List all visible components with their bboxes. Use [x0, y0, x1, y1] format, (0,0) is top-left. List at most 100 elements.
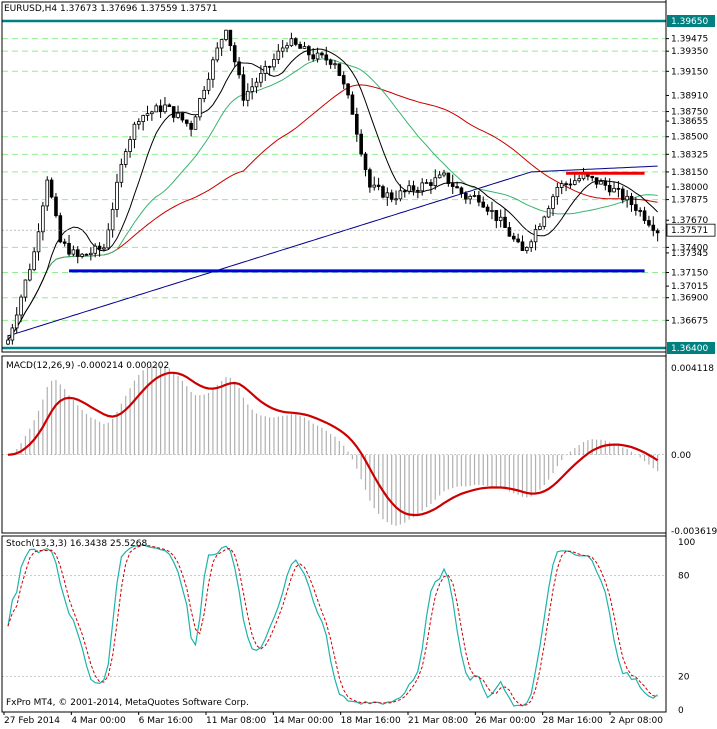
candle-body: [433, 177, 438, 186]
candle-body: [402, 190, 407, 193]
macd-scale-label: 0.004118: [671, 364, 714, 374]
macd-panel[interactable]: [2, 364, 666, 526]
candle-body: [581, 173, 586, 180]
candle-body: [293, 38, 298, 45]
candle-body: [289, 38, 294, 47]
candle-body: [350, 94, 355, 115]
panel-frame: [1, 535, 667, 713]
price-tick-label: 1.37015: [671, 282, 708, 292]
candle-body: [529, 241, 533, 248]
close-value: 1.37571: [180, 4, 218, 14]
candle-body: [320, 52, 324, 56]
time-tick-label: 2 Apr 08:00: [610, 716, 663, 726]
candle-body: [520, 241, 525, 251]
candle-body: [6, 339, 10, 345]
price-tick-label: 1.39150: [671, 67, 708, 77]
candle-body: [315, 52, 320, 60]
time-tick-label: 4 Mar 00:00: [71, 716, 126, 726]
candle-body: [285, 45, 289, 49]
candle-body: [215, 47, 220, 61]
candle-body: [494, 210, 499, 221]
candle-body: [324, 54, 329, 61]
candle-body: [407, 185, 411, 192]
candle-body: [398, 190, 403, 200]
candle-body: [468, 195, 472, 200]
candle-body: [71, 249, 76, 255]
candle-body: [67, 242, 71, 255]
candle-body: [542, 216, 547, 227]
candle-body: [41, 205, 45, 233]
candle-body: [346, 83, 350, 96]
candle-body: [555, 187, 560, 198]
candle-body: [237, 61, 241, 76]
candle-body: [607, 184, 612, 193]
candle-body: [27, 269, 32, 281]
candle-body: [337, 63, 342, 76]
price-tick-label: 1.39475: [671, 35, 708, 45]
candle-body: [525, 247, 529, 251]
candle-body: [424, 182, 429, 184]
candle-body: [359, 133, 363, 155]
candle-body: [97, 245, 102, 250]
candle-body: [163, 104, 167, 113]
candle-body: [612, 187, 616, 193]
candle-body: [219, 39, 224, 49]
stoch-scale-label: 80: [678, 572, 690, 582]
candle-body: [616, 187, 621, 190]
candle-body: [211, 59, 215, 80]
candle-body: [341, 75, 346, 85]
candle-body: [158, 105, 163, 113]
candle-body: [189, 123, 193, 130]
candle-body: [594, 177, 599, 185]
candle-body: [19, 296, 23, 316]
candle-body: [254, 81, 259, 88]
current-price-box: [666, 223, 716, 237]
candle-body: [132, 123, 137, 140]
price-tick-label: 1.39350: [671, 47, 708, 57]
time-tick-label: 14 Mar 00:00: [273, 716, 333, 726]
candle-body: [546, 208, 551, 218]
stochastic-panel[interactable]: [2, 543, 666, 707]
time-tick-label: 11 Mar 08:00: [206, 716, 266, 726]
candle-body: [49, 179, 54, 198]
candle-body: [620, 188, 625, 201]
candle-body: [634, 204, 638, 211]
candle-body: [573, 180, 577, 185]
candle-body: [411, 185, 416, 191]
candle-body: [363, 153, 368, 171]
price-tick-label: 1.38325: [671, 150, 708, 160]
candle-body: [54, 196, 58, 217]
candle-body: [603, 180, 608, 186]
price-tick-label: 1.38500: [671, 133, 708, 143]
candle-body: [115, 181, 119, 210]
candle-body: [642, 210, 647, 221]
candle-body: [141, 115, 145, 122]
candle-body: [263, 65, 268, 74]
candle-body: [381, 186, 385, 198]
candle-body: [429, 182, 433, 186]
price-label-box: [667, 342, 715, 354]
candle-body: [507, 227, 512, 237]
candle-body: [559, 183, 564, 188]
candle-body: [450, 183, 455, 187]
candle-body: [259, 73, 263, 83]
candle-body: [311, 54, 315, 60]
candle-body: [446, 172, 451, 184]
candle-body: [176, 112, 180, 118]
time-tick-label: 28 Mar 16:00: [543, 716, 603, 726]
candle-body: [119, 164, 124, 183]
candle-body: [180, 112, 185, 121]
candle-body: [36, 231, 41, 253]
ma-fast-line: [7, 48, 658, 341]
price-tick-label: 1.38655: [671, 117, 708, 127]
candle-body: [198, 98, 202, 118]
candle-body: [32, 251, 36, 271]
candle-body: [368, 169, 372, 188]
price-panel[interactable]: [2, 19, 666, 350]
candle-body: [651, 224, 656, 232]
candle-body: [232, 45, 237, 63]
candle-body: [503, 216, 507, 228]
candle-body: [498, 216, 503, 221]
candle-body: [10, 327, 15, 341]
